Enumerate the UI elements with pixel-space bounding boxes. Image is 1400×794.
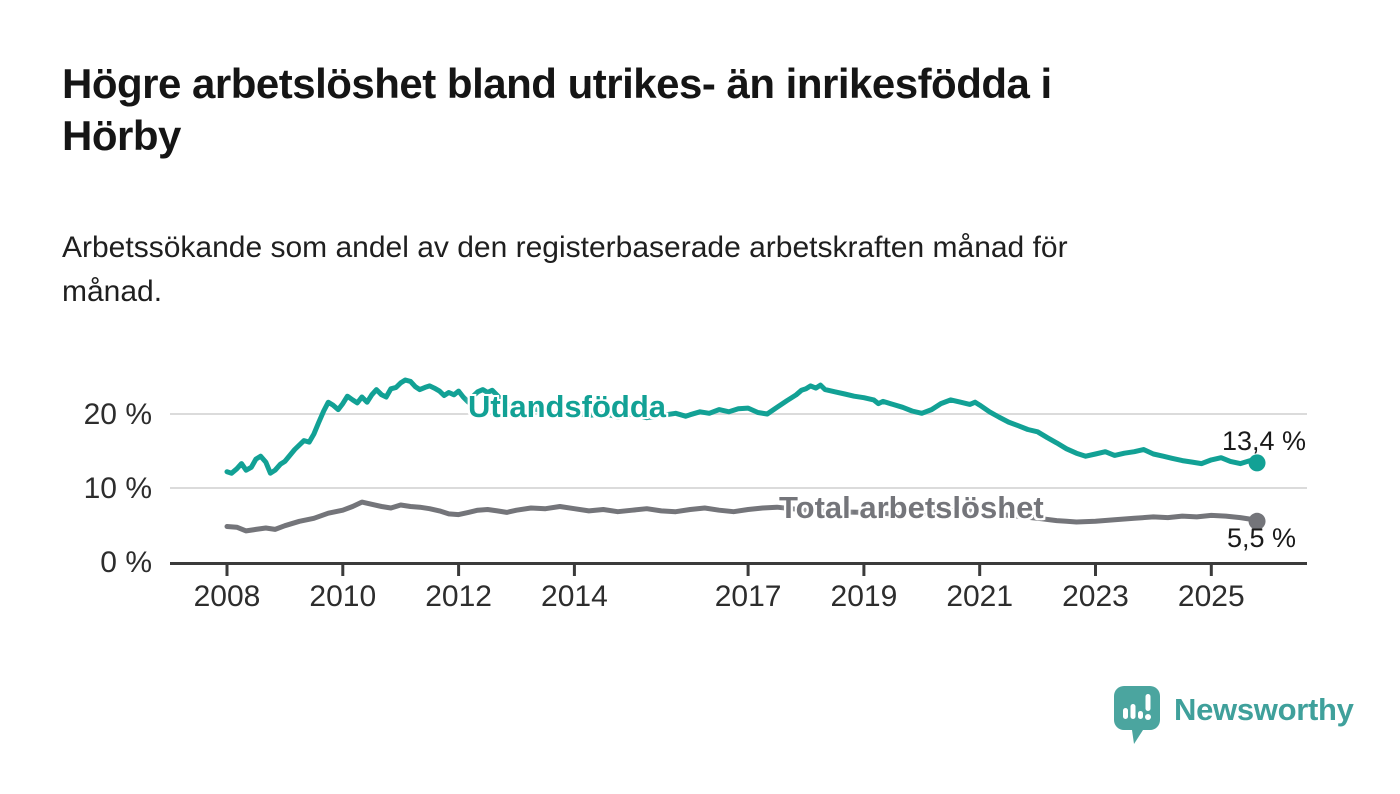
x-tick-label: 2023	[1062, 580, 1129, 613]
newsworthy-logo-text: Newsworthy	[1174, 692, 1354, 727]
series-line-0	[224, 377, 1260, 476]
x-tick-label: 2021	[946, 580, 1013, 613]
y-tick-label: 0 %	[100, 546, 152, 579]
x-tick-label: 2014	[541, 580, 608, 613]
x-tick-label: 2025	[1178, 580, 1245, 613]
end-value-utlandsfodda: 13,4 %	[1222, 426, 1307, 456]
x-tick-label: 2017	[715, 580, 782, 613]
chart-title: Högre arbetslöshet bland utrikes- än inr…	[62, 60, 1052, 159]
series-label-total-arbetsloshet: Total arbetslöshet	[779, 490, 1044, 525]
series-label-utlandsfodda: Utlandsfödda	[468, 389, 667, 424]
newsworthy-logo-icon	[1114, 686, 1160, 744]
y-tick-label: 10 %	[84, 472, 152, 505]
end-value-total-arbetsloshet: 5,5 %	[1227, 523, 1297, 553]
x-tick-label: 2008	[194, 580, 261, 613]
newsworthy-logo: Newsworthy	[1114, 686, 1354, 746]
x-tick-label: 2012	[425, 580, 492, 613]
y-tick-label: 20 %	[84, 398, 152, 431]
x-tick-label: 2010	[309, 580, 376, 613]
series-line-1	[224, 499, 1260, 534]
series-end-dot-1	[1248, 512, 1266, 530]
chart-subtitle: Arbetssökande som andel av den registerb…	[62, 231, 1068, 308]
x-tick-label: 2019	[831, 580, 898, 613]
series-end-dot-0	[1248, 454, 1266, 472]
